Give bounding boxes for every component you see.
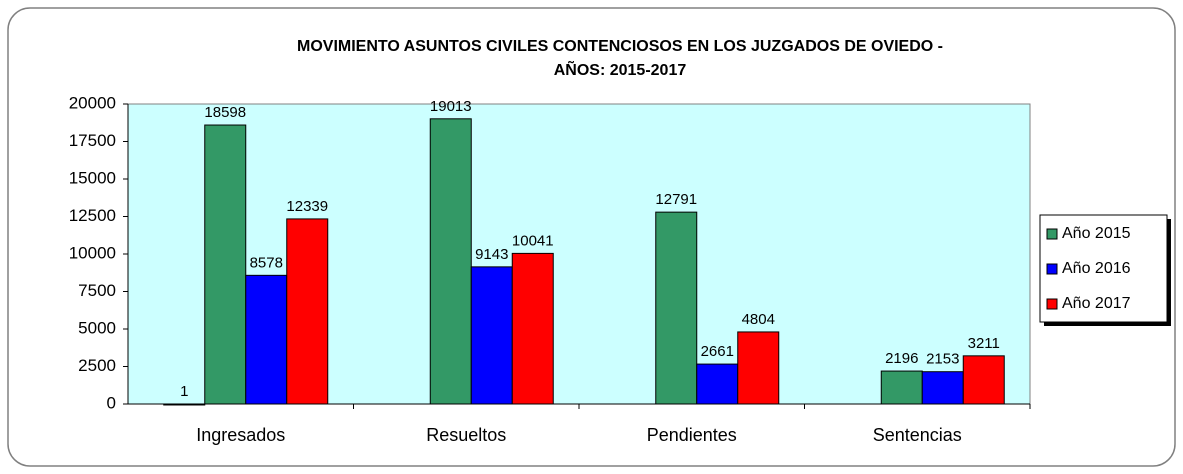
y-tick-label: 17500 bbox=[69, 131, 116, 150]
legend-swatch bbox=[1046, 298, 1058, 310]
legend bbox=[1039, 214, 1168, 323]
value-label: 8578 bbox=[250, 254, 283, 271]
value-label: 3211 bbox=[968, 335, 1000, 352]
x-tick-label: Pendientes bbox=[647, 425, 737, 445]
value-label: 1 bbox=[180, 383, 188, 400]
value-label: 18598 bbox=[204, 104, 246, 121]
bar bbox=[470, 266, 513, 405]
value-label: 4804 bbox=[742, 311, 775, 328]
x-tick-label: Sentencias bbox=[873, 425, 962, 445]
bar bbox=[737, 331, 780, 405]
bar bbox=[286, 218, 329, 405]
chart-title: AÑOS: 2015-2017 bbox=[554, 59, 687, 79]
x-tick-label: Resueltos bbox=[426, 425, 506, 445]
y-tick-label: 2500 bbox=[78, 356, 116, 375]
bar bbox=[204, 124, 247, 405]
y-tick-label: 5000 bbox=[78, 318, 116, 337]
value-label: 2661 bbox=[701, 343, 734, 360]
value-label: 9143 bbox=[475, 246, 508, 263]
y-tick-label: 7500 bbox=[78, 281, 116, 300]
legend-swatch bbox=[1046, 228, 1058, 240]
x-tick-label: Ingresados bbox=[196, 425, 285, 445]
bar bbox=[511, 252, 554, 405]
legend-label: Año 2016 bbox=[1062, 260, 1131, 277]
y-tick-label: 0 bbox=[107, 393, 116, 412]
value-label: 12791 bbox=[655, 191, 697, 208]
bar bbox=[655, 211, 698, 405]
legend-label: Año 2017 bbox=[1062, 295, 1131, 312]
legend-swatch bbox=[1046, 263, 1058, 275]
bar bbox=[921, 371, 964, 405]
bar bbox=[696, 363, 739, 405]
y-tick-label: 15000 bbox=[69, 168, 116, 187]
bar bbox=[245, 274, 288, 405]
legend-label: Año 2015 bbox=[1062, 225, 1131, 242]
y-tick-label: 12500 bbox=[69, 206, 116, 225]
bar bbox=[163, 403, 206, 406]
value-label: 10041 bbox=[512, 232, 554, 249]
bar bbox=[880, 370, 923, 405]
value-label: 12339 bbox=[286, 198, 328, 215]
bar bbox=[962, 355, 1005, 405]
chart-title: MOVIMIENTO ASUNTOS CIVILES CONTENCIOSOS … bbox=[297, 38, 943, 55]
bar bbox=[429, 118, 472, 405]
value-label: 2196 bbox=[885, 350, 918, 367]
y-tick-label: 20000 bbox=[69, 93, 116, 112]
y-tick-label: 10000 bbox=[69, 243, 116, 262]
value-label: 2153 bbox=[926, 351, 959, 368]
value-label: 19013 bbox=[430, 98, 472, 115]
